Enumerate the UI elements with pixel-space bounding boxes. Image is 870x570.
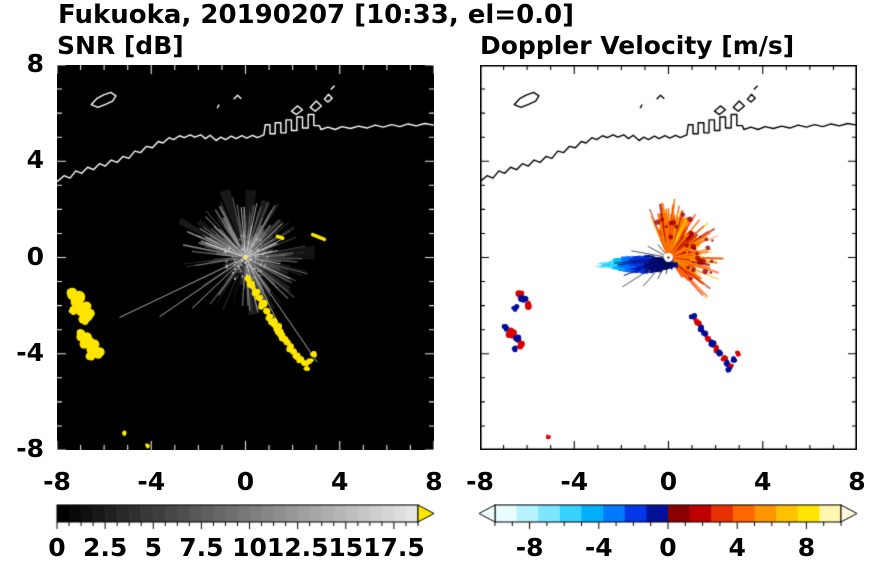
tick-label: -4 [16, 337, 44, 367]
tick-label: 5 [144, 533, 162, 562]
tick-label: 4 [728, 533, 746, 562]
tick-label: 12.5 [266, 533, 329, 562]
page-title: Fukuoka, 20190207 [10:33, el=0.0] [58, 0, 575, 30]
snr-map-canvas [57, 65, 434, 450]
tick-label: 8 [848, 467, 866, 496]
tick-label: 0 [659, 533, 677, 562]
tick-label: -8 [43, 467, 71, 496]
tick-label: 7.5 [179, 533, 224, 562]
tick-label: -8 [466, 467, 494, 496]
doppler-panel-title: Doppler Velocity [m/s] [480, 31, 795, 60]
tick-label: 8 [797, 533, 816, 562]
tick-label: 2.5 [82, 533, 128, 562]
tick-label: 17.5 [363, 533, 425, 562]
tick-label: -4 [137, 467, 166, 496]
snr-panel-title: SNR [dB] [57, 31, 184, 60]
snr-colorbar-canvas [55, 504, 435, 532]
tick-label: 8 [26, 49, 44, 78]
tick-label: 15 [328, 533, 364, 562]
tick-label: 0 [26, 241, 44, 271]
doppler-colorbar-canvas [478, 504, 858, 532]
tick-label: -8 [515, 533, 544, 562]
tick-label: 4 [754, 467, 772, 496]
tick-label: 4 [331, 467, 349, 496]
tick-label: 0 [48, 533, 66, 562]
tick-label: -4 [560, 467, 589, 496]
tick-label: 10 [232, 533, 267, 562]
tick-label: -4 [584, 533, 613, 562]
tick-label: 8 [425, 467, 443, 496]
tick-label: -8 [16, 434, 44, 463]
tick-label: 0 [659, 467, 678, 496]
doppler-map-canvas [480, 65, 857, 450]
tick-label: 0 [236, 467, 255, 496]
tick-label: 4 [26, 145, 44, 175]
